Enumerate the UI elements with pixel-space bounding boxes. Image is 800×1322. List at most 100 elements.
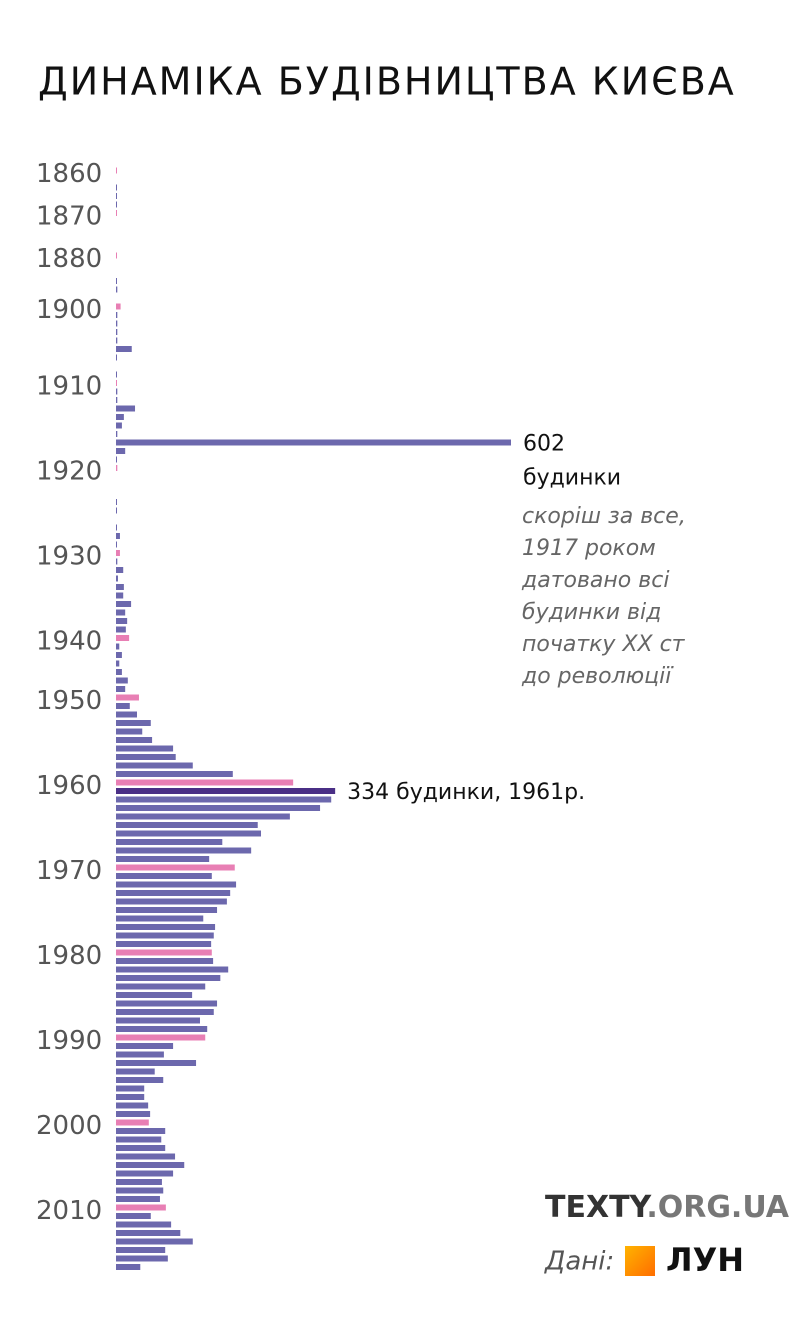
bar [116, 303, 121, 310]
bar [116, 898, 227, 905]
y-tick-label: 1980 [36, 941, 102, 971]
bar [116, 958, 214, 964]
bar [116, 1255, 168, 1262]
bar [116, 533, 120, 539]
bar [116, 949, 212, 956]
bar [116, 932, 214, 939]
bar [116, 864, 235, 871]
bar [116, 635, 130, 641]
y-tick-label: 1940 [36, 627, 102, 657]
bar [116, 567, 124, 573]
bar [116, 686, 126, 692]
bar [116, 1043, 174, 1049]
bar [116, 448, 126, 454]
bar [116, 609, 126, 616]
bar [116, 414, 124, 420]
bar [116, 1196, 160, 1202]
brand-main: TEXTY [545, 1190, 653, 1225]
bar [116, 1068, 155, 1075]
note: скоріш за все, 1917 роком датовано всі буди… [521, 504, 686, 689]
bar [116, 380, 117, 386]
y-tick-label: 1870 [36, 202, 102, 232]
bar [116, 439, 511, 446]
brand-domain: .ORG.UA [646, 1190, 789, 1225]
bar [116, 1009, 214, 1015]
bar [116, 1077, 164, 1083]
bar [116, 813, 290, 820]
bar [116, 210, 117, 216]
bar [116, 388, 118, 395]
bar [116, 941, 212, 947]
bar [116, 754, 176, 760]
bar [116, 1162, 185, 1168]
bar [116, 890, 231, 896]
bar [116, 1230, 181, 1236]
bar [116, 1136, 162, 1143]
y-tick-label: 1900 [36, 295, 102, 325]
bar [116, 252, 117, 259]
bar [116, 1094, 145, 1100]
y-tick-label: 1950 [36, 686, 102, 716]
bar [116, 1247, 166, 1253]
bar [116, 660, 120, 667]
y-tick-label: 1880 [36, 244, 102, 274]
bar [116, 1170, 174, 1177]
bar [116, 167, 117, 174]
y-tick-label: 2010 [36, 1196, 102, 1226]
note-line: будинки від [522, 600, 661, 625]
y-tick-label: 1970 [36, 856, 102, 886]
bar [116, 371, 117, 378]
bar [116, 1204, 166, 1211]
bar [116, 728, 143, 735]
value-label-line: будинки [523, 466, 621, 491]
note-line: початку XX ст [522, 632, 686, 657]
bar [116, 847, 252, 854]
y-tick-label: 1860 [36, 159, 102, 189]
bar [116, 601, 132, 607]
bar [116, 626, 126, 633]
bar [116, 346, 132, 352]
value-label: 334 будинки, 1961р. [347, 780, 585, 805]
bar [116, 286, 118, 293]
bar [116, 1179, 162, 1185]
bar [116, 788, 336, 794]
value-label-line: 602 [523, 432, 565, 457]
bar [116, 541, 117, 548]
bar [116, 1034, 206, 1041]
bar [116, 1187, 164, 1194]
bar [116, 320, 118, 327]
bar [116, 1153, 176, 1160]
y-tick-label: 1960 [36, 771, 102, 801]
bar [116, 618, 128, 624]
y-tick-label: 1930 [36, 542, 102, 572]
bar [116, 907, 218, 913]
bar [116, 822, 258, 828]
value-label: 602 будинки [523, 432, 621, 491]
y-tick-label: 2000 [36, 1111, 102, 1141]
bar [116, 431, 118, 437]
bar [116, 805, 321, 811]
bar [116, 456, 117, 463]
y-tick-label: 1990 [36, 1026, 102, 1056]
bar [116, 1026, 208, 1032]
bar [116, 1145, 166, 1151]
bar [116, 694, 139, 701]
data-source: ЛУН [666, 1241, 744, 1279]
bar [116, 779, 294, 786]
bar [116, 1264, 141, 1270]
bar [116, 201, 117, 208]
bar [116, 924, 216, 930]
bar [116, 312, 118, 318]
bar [116, 1060, 197, 1066]
bar [116, 184, 117, 191]
bar [116, 558, 118, 565]
y-tick-label: 1920 [36, 457, 102, 487]
bar [116, 745, 174, 752]
bar [116, 830, 262, 837]
bar [116, 856, 210, 862]
bar [116, 524, 117, 531]
bar [116, 839, 223, 845]
bar [116, 1051, 164, 1058]
bar [116, 720, 151, 726]
